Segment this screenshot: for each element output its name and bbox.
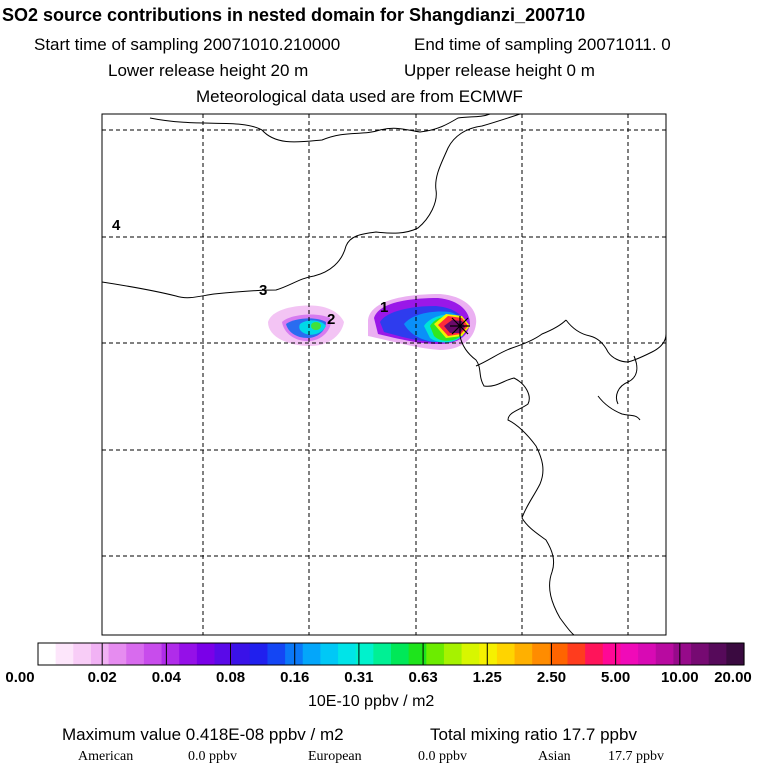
max-value-label: Maximum value 0.418E-08 ppbv / m2 [62, 725, 344, 744]
map-area: 1 2 3 4 [102, 114, 666, 635]
colorbar-swatch [567, 643, 586, 665]
total-mixing-label: Total mixing ratio 17.7 ppbv [430, 725, 637, 744]
colorbar-swatch [38, 643, 57, 665]
colorbar-swatch [708, 643, 727, 665]
american-value: 0.0 ppbv [188, 749, 237, 764]
colorbar-swatch [108, 643, 127, 665]
colorbar-tick-label: 0.02 [88, 669, 117, 686]
colorbar-tick-labels: 0.00 0.02 0.04 0.08 0.16 0.31 0.63 1.25 2.50 5.00… [5, 669, 751, 686]
colorbar-swatch [90, 643, 110, 665]
american-label: American [78, 749, 134, 764]
colorbar-swatch [638, 643, 657, 665]
asian-label: Asian [538, 749, 571, 764]
colorbar-swatch [143, 643, 163, 665]
colorbar-swatch [391, 643, 410, 665]
european-label: European [308, 749, 362, 764]
colorbar-swatch [161, 643, 180, 665]
colorbar-unit-label: 10E-10 ppbv / m2 [308, 693, 435, 710]
plume-west-core [311, 322, 321, 330]
region-label-1: 1 [380, 299, 388, 316]
coastline-east [459, 335, 575, 635]
colorbar-swatch [443, 643, 463, 665]
colorbar-swatch [691, 643, 710, 665]
colorbar-swatch [302, 643, 321, 665]
border-line-north [149, 114, 491, 143]
colorbar-swatch [267, 643, 286, 665]
colorbar-tick-label: 10.00 [661, 669, 699, 686]
colorbar-swatch [514, 643, 533, 665]
coastline-peninsula [565, 319, 666, 363]
colorbar-tick-label: 0.31 [344, 669, 373, 686]
colorbar-swatch [214, 643, 233, 665]
coastline-bay [475, 319, 567, 367]
colorbar-swatch [55, 643, 74, 665]
end-time-label: End time of sampling 20071011. 0 [414, 35, 671, 54]
concentration-plume [268, 294, 477, 350]
colorbar-swatch [285, 643, 304, 665]
colorbar-swatch [726, 643, 745, 665]
met-data-label: Meteorological data used are from ECMWF [196, 87, 523, 106]
colorbar-swatch [126, 643, 145, 665]
map-frame [101, 113, 667, 636]
european-value: 0.0 ppbv [418, 749, 467, 764]
map-background [102, 114, 666, 635]
colorbar-swatch [373, 643, 392, 665]
region-label-2: 2 [327, 311, 335, 328]
max-value-line: Maximum value 0.418E-08 ppbv / m2 Total … [62, 725, 637, 744]
colorbar-swatch [496, 643, 516, 665]
colorbar-swatch [426, 643, 445, 665]
colorbar-tick-label: 0.08 [216, 669, 245, 686]
colorbar-swatch [549, 643, 569, 665]
colorbar-swatch [655, 643, 674, 665]
colorbar-tick-label: 20.00 [714, 669, 752, 686]
station-marker [450, 316, 470, 336]
colorbar-tick-label: 0.16 [280, 669, 309, 686]
colorbar-swatch [338, 643, 357, 665]
colorbar-swatch [73, 643, 92, 665]
colorbar-swatch [585, 643, 604, 665]
region-label-4: 4 [112, 217, 121, 234]
colorbar-swatch [179, 643, 198, 665]
start-time-label: Start time of sampling 20071010.210000 [34, 35, 341, 54]
grid-lines [102, 114, 666, 635]
colorbar-swatch [355, 643, 374, 665]
colorbar-swatch [532, 643, 551, 665]
chart-title: SO2 source contributions in nested domai… [2, 5, 586, 25]
colorbar-tick-label: 0.04 [152, 669, 182, 686]
colorbar-tick-label: 1.25 [473, 669, 502, 686]
upper-release-label: Upper release height 0 m [404, 61, 595, 80]
colorbar-swatch [249, 643, 269, 665]
release-height-line: Lower release height 20 m Upper release … [108, 61, 595, 80]
lower-release-label: Lower release height 20 m [108, 61, 309, 80]
colorbar-swatch [620, 643, 639, 665]
colorbar-tick-label: 0.00 [5, 669, 34, 686]
korea-coast [597, 395, 641, 421]
colorbar-tick-label: 5.00 [601, 669, 630, 686]
colorbar-tick-label: 0.63 [408, 669, 437, 686]
colorbar-swatch [232, 643, 251, 665]
colorbar-swatch [196, 643, 216, 665]
colorbar [37, 642, 745, 666]
colorbar-swatch [479, 643, 498, 665]
colorbar-tick-label: 2.50 [537, 669, 566, 686]
colorbar-swatch [602, 643, 622, 665]
colorbar-swatch [408, 643, 427, 665]
region-label-3: 3 [259, 282, 267, 299]
colorbar-swatch [673, 643, 692, 665]
colorbar-swatch [320, 643, 339, 665]
colorbar-frame [37, 642, 745, 666]
sampling-time-line: Start time of sampling 20071010.210000 E… [34, 35, 671, 54]
colorbar-swatch [461, 643, 480, 665]
asian-value: 17.7 ppbv [608, 749, 664, 764]
